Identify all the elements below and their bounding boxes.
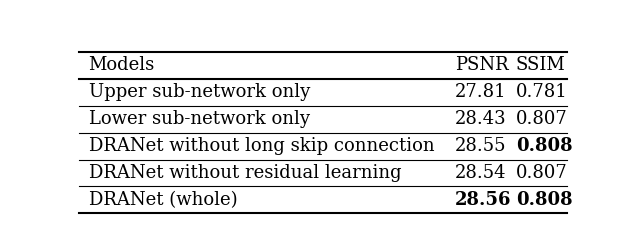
Text: Models: Models bbox=[88, 56, 155, 74]
Text: 0.807: 0.807 bbox=[516, 164, 568, 182]
Text: DRANet without long skip connection: DRANet without long skip connection bbox=[88, 137, 434, 155]
Text: 28.56: 28.56 bbox=[455, 191, 511, 209]
Text: DRANet (whole): DRANet (whole) bbox=[88, 191, 237, 209]
Text: 0.808: 0.808 bbox=[516, 191, 573, 209]
Text: Upper sub-network only: Upper sub-network only bbox=[88, 83, 310, 101]
Text: 0.781: 0.781 bbox=[516, 83, 568, 101]
Text: 0.807: 0.807 bbox=[516, 110, 568, 128]
Text: DRANet without residual learning: DRANet without residual learning bbox=[88, 164, 401, 182]
Text: Lower sub-network only: Lower sub-network only bbox=[88, 110, 309, 128]
Text: 28.43: 28.43 bbox=[455, 110, 507, 128]
Text: PSNR: PSNR bbox=[455, 56, 508, 74]
Text: 28.54: 28.54 bbox=[455, 164, 506, 182]
Text: 28.55: 28.55 bbox=[455, 137, 506, 155]
Text: SSIM: SSIM bbox=[516, 56, 566, 74]
Text: 0.808: 0.808 bbox=[516, 137, 573, 155]
Text: 27.81: 27.81 bbox=[455, 83, 507, 101]
